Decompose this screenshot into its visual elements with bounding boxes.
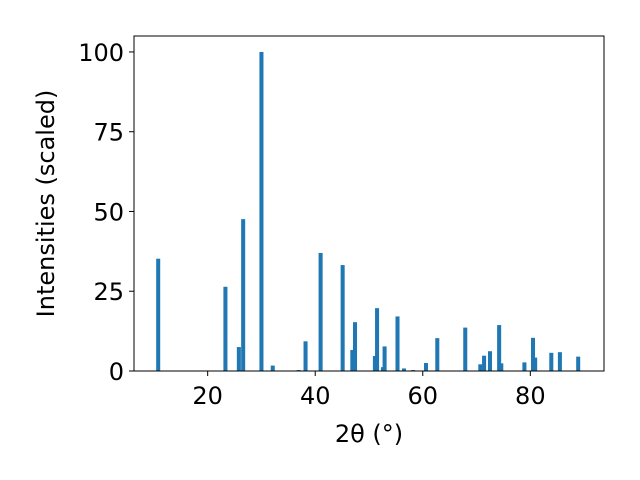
- bar: [303, 341, 308, 371]
- bars-group: [156, 51, 581, 371]
- bar: [530, 337, 536, 371]
- bar: [423, 363, 429, 371]
- bar: [270, 365, 275, 371]
- bar: [499, 363, 504, 371]
- plot-frame: [133, 35, 605, 372]
- bar: [236, 347, 241, 371]
- bar: [223, 286, 228, 371]
- bar: [557, 352, 562, 371]
- y-axis: 0 25 50 75 100: [78, 39, 134, 386]
- bar: [576, 356, 581, 371]
- bar: [497, 325, 502, 371]
- bar: [353, 322, 358, 371]
- bar: [350, 349, 355, 371]
- bar: [401, 368, 406, 371]
- x-axis-label: 2θ (°): [335, 420, 403, 448]
- bar: [487, 351, 493, 371]
- x-tick-label: 80: [515, 382, 546, 410]
- x-tick-label: 40: [300, 382, 331, 410]
- bar: [522, 362, 527, 371]
- y-axis-label: Intensities (scaled): [32, 90, 60, 318]
- bar: [318, 252, 323, 371]
- x-tick-label: 60: [408, 382, 439, 410]
- bar: [482, 355, 487, 371]
- y-tick-label: 50: [93, 198, 124, 226]
- bar: [533, 357, 538, 371]
- bar: [549, 352, 554, 371]
- x-tick-label: 20: [192, 382, 223, 410]
- bar: [156, 258, 161, 371]
- y-tick-label: 75: [93, 119, 124, 147]
- y-tick-label: 100: [78, 39, 124, 67]
- bar: [382, 346, 387, 371]
- bar: [478, 364, 483, 371]
- bar: [241, 219, 246, 371]
- bar: [372, 356, 377, 371]
- x-axis: 20 40 60 80: [192, 371, 546, 410]
- bar: [259, 51, 264, 371]
- bar: [395, 316, 400, 371]
- bar: [375, 308, 380, 371]
- bar: [435, 338, 440, 371]
- bar: [463, 327, 468, 371]
- bar: [340, 265, 345, 371]
- y-tick-label: 0: [109, 358, 124, 386]
- y-tick-label: 25: [93, 278, 124, 306]
